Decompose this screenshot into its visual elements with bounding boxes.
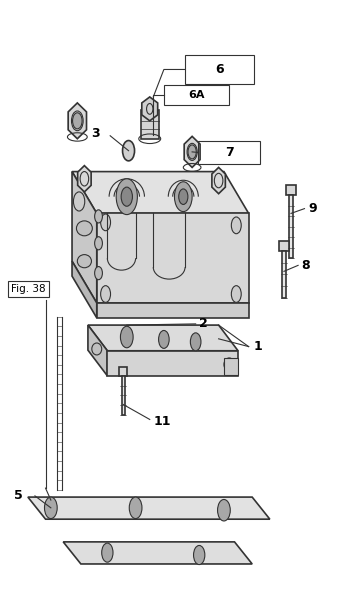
Text: 9: 9 [308,202,316,215]
Polygon shape [184,136,200,167]
Text: 3: 3 [91,127,100,140]
Polygon shape [63,542,252,564]
Bar [279,241,289,251]
Bar [224,358,238,374]
Text: 11: 11 [153,415,171,428]
Text: 8: 8 [302,259,310,272]
Bar [185,55,254,84]
Polygon shape [97,303,248,318]
Polygon shape [72,261,97,318]
Polygon shape [72,172,97,303]
Circle shape [218,499,230,521]
Circle shape [231,217,241,234]
Polygon shape [97,214,248,303]
Polygon shape [78,166,91,192]
Circle shape [121,187,132,206]
Polygon shape [88,325,238,351]
Circle shape [101,214,110,231]
Ellipse shape [77,254,91,268]
Circle shape [120,326,133,348]
Bar [289,196,293,258]
Circle shape [174,182,192,212]
Bar [282,251,286,298]
Polygon shape [88,325,108,376]
Polygon shape [212,167,225,194]
Text: 6A: 6A [188,90,205,100]
Bar [164,85,229,106]
Circle shape [122,140,135,161]
Bar [286,185,296,196]
Ellipse shape [224,358,235,371]
Bar [119,367,127,376]
Circle shape [102,543,113,562]
Circle shape [179,189,188,205]
Circle shape [231,286,241,302]
Text: 5: 5 [14,490,22,502]
Circle shape [129,497,142,518]
Text: 2: 2 [199,317,208,331]
Circle shape [95,236,103,250]
Text: 1: 1 [254,340,263,353]
Circle shape [73,113,82,129]
Polygon shape [108,351,238,376]
Text: 7: 7 [225,146,234,159]
Text: 6: 6 [215,63,224,76]
Circle shape [194,545,205,565]
Ellipse shape [92,343,102,355]
Polygon shape [72,172,248,214]
Circle shape [101,286,110,302]
Bar [199,141,260,164]
Ellipse shape [77,221,92,236]
Bar [141,110,158,139]
Bar [122,376,125,415]
Circle shape [190,333,201,351]
Polygon shape [68,103,87,139]
Circle shape [158,331,169,349]
Circle shape [116,179,137,215]
Polygon shape [28,497,270,519]
Circle shape [73,192,85,211]
Polygon shape [142,97,158,121]
Circle shape [95,210,103,223]
Circle shape [44,497,57,518]
Circle shape [188,145,196,159]
Text: Fig. 38: Fig. 38 [11,284,46,294]
Circle shape [95,266,103,280]
